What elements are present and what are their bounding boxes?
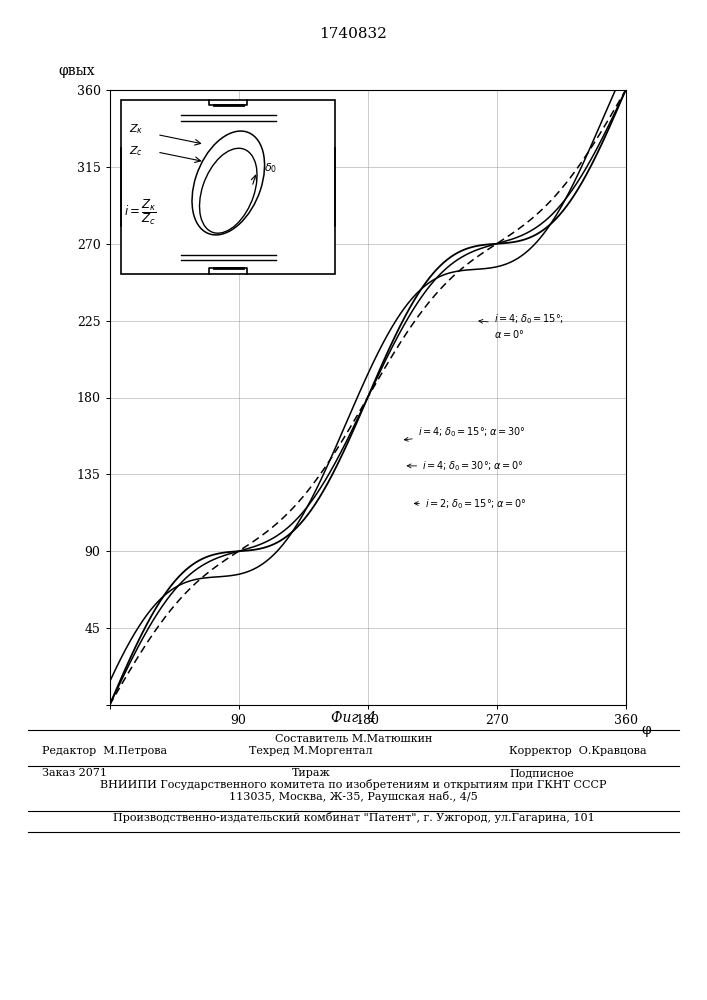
Text: Производственно-издательский комбинат "Патент", г. Ужгород, ул.Гагарина, 101: Производственно-издательский комбинат "П… xyxy=(112,812,595,823)
Text: Тираж: Тираж xyxy=(292,768,330,778)
Text: 1740832: 1740832 xyxy=(320,27,387,41)
Text: 113035, Москва, Ж-35, Раушская наб., 4/5: 113035, Москва, Ж-35, Раушская наб., 4/5 xyxy=(229,791,478,802)
Text: $i=4;\delta_0=15°;\alpha=30°$: $i=4;\delta_0=15°;\alpha=30°$ xyxy=(404,425,525,441)
Text: Составитель М.Матюшкин: Составитель М.Матюшкин xyxy=(275,734,432,744)
Text: Заказ 2071: Заказ 2071 xyxy=(42,768,107,778)
Text: $i=2;\delta_0=15°;\alpha=0°$: $i=2;\delta_0=15°;\alpha=0°$ xyxy=(414,497,527,511)
Text: Фиг. 4: Фиг. 4 xyxy=(331,711,376,725)
Text: φвых: φвых xyxy=(58,64,95,78)
Text: $i=4;\delta_0=15°;$
$\alpha=0°$: $i=4;\delta_0=15°;$ $\alpha=0°$ xyxy=(479,312,564,340)
Text: Редактор  М.Петрова: Редактор М.Петрова xyxy=(42,746,168,756)
Text: Корректор  О.Кравцова: Корректор О.Кравцова xyxy=(509,746,647,756)
Text: ВНИИПИ Государственного комитета по изобретениям и открытиям при ГКНТ СССР: ВНИИПИ Государственного комитета по изоб… xyxy=(100,779,607,790)
Text: φ: φ xyxy=(641,723,651,737)
Text: Техред М.Моргентал: Техред М.Моргентал xyxy=(250,746,373,756)
Text: Подписное: Подписное xyxy=(509,768,574,778)
Text: $i=4;\delta_0=30°;\alpha=0°$: $i=4;\delta_0=30°;\alpha=0°$ xyxy=(407,459,524,473)
